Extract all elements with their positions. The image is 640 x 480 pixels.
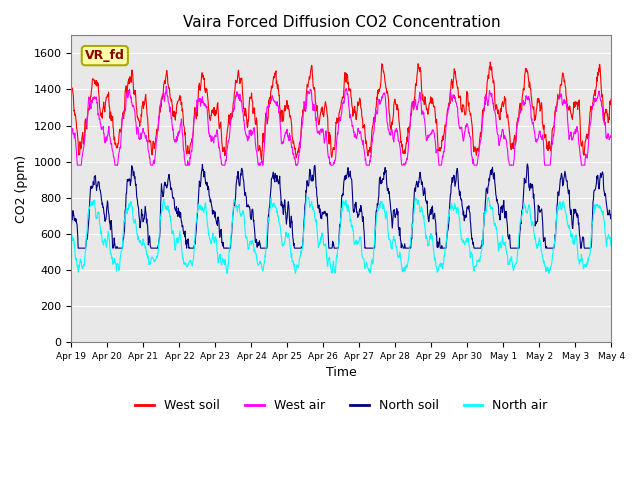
Text: VR_fd: VR_fd	[85, 49, 125, 62]
Legend: West soil, West air, North soil, North air: West soil, West air, North soil, North a…	[131, 394, 552, 417]
Title: Vaira Forced Diffusion CO2 Concentration: Vaira Forced Diffusion CO2 Concentration	[182, 15, 500, 30]
X-axis label: Time: Time	[326, 366, 356, 379]
Y-axis label: CO2 (ppm): CO2 (ppm)	[15, 155, 28, 223]
